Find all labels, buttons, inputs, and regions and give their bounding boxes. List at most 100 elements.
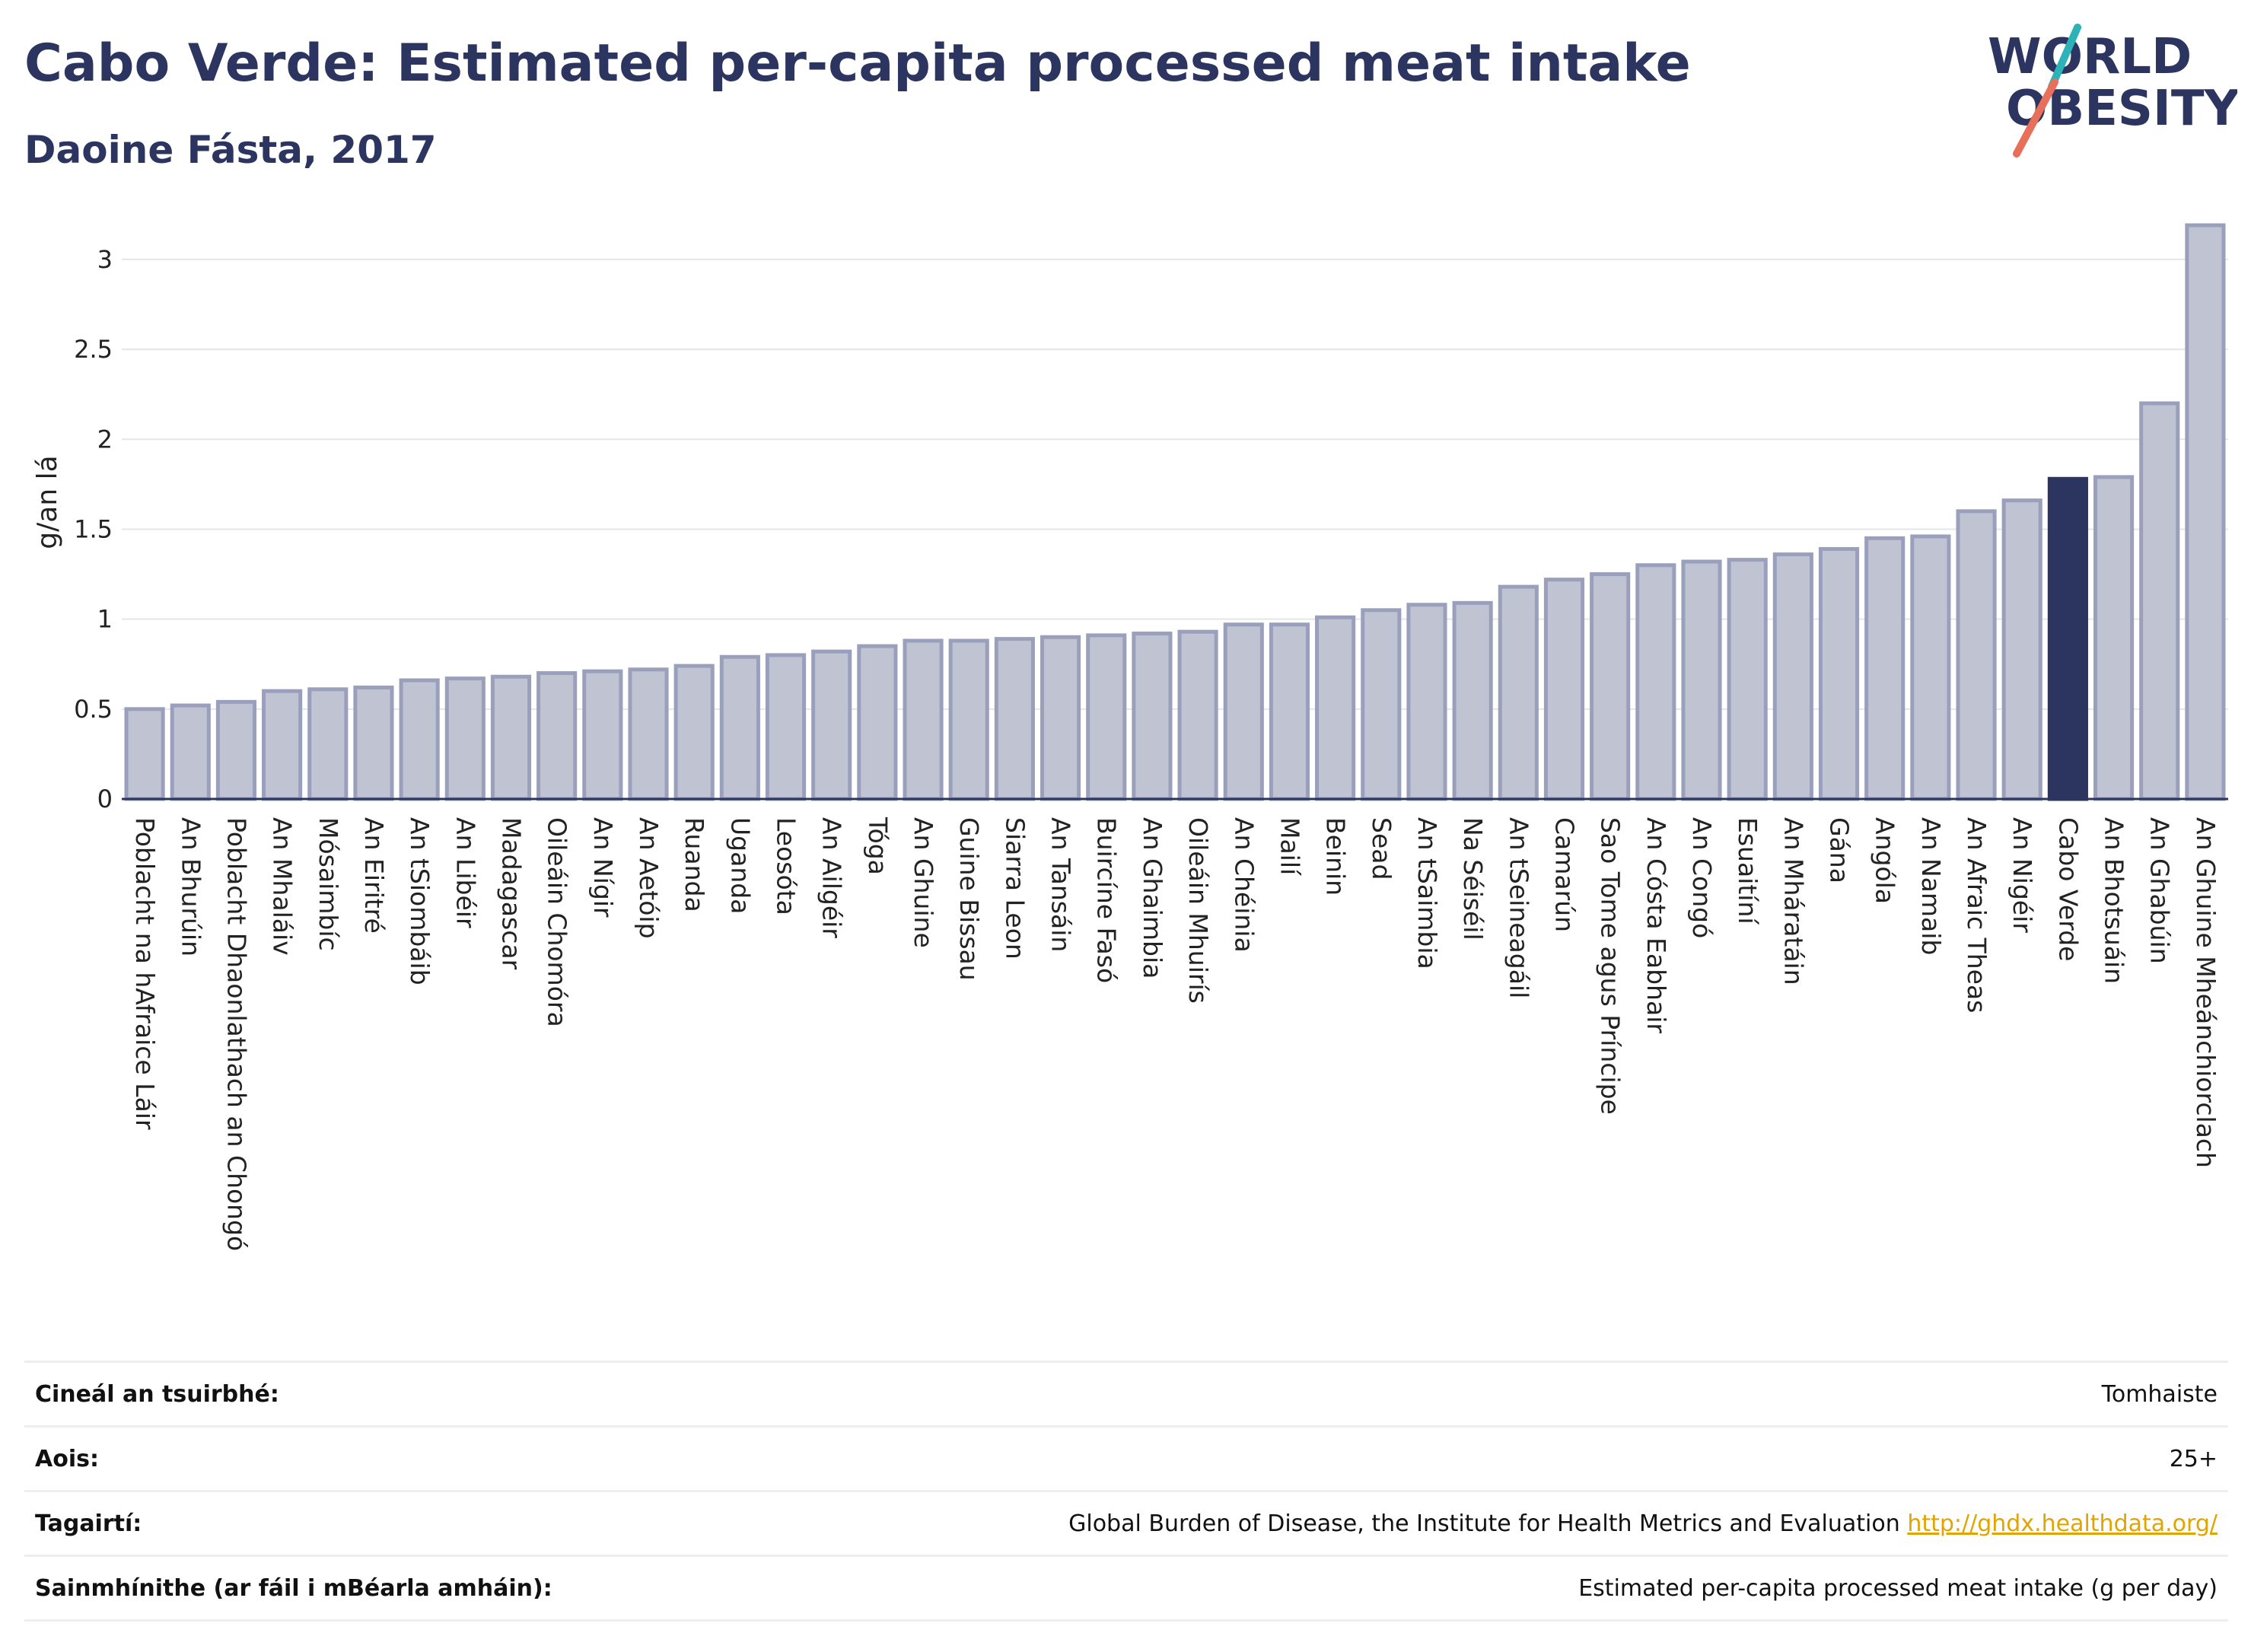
bar[interactable] bbox=[582, 669, 623, 801]
bar[interactable] bbox=[1635, 563, 1676, 801]
bar[interactable] bbox=[490, 674, 532, 801]
bar[interactable] bbox=[1956, 509, 1997, 801]
x-tick-label: Siarra Leon bbox=[1000, 817, 1030, 960]
bar-highlight[interactable] bbox=[2047, 476, 2088, 801]
x-tick-label: An Ghaimbia bbox=[1138, 817, 1167, 979]
bar[interactable] bbox=[1910, 534, 1951, 801]
metadata-key: Cineál an tsuirbhé: bbox=[35, 1380, 279, 1408]
bar[interactable] bbox=[2185, 223, 2226, 801]
bar[interactable] bbox=[1772, 552, 1813, 801]
bar[interactable] bbox=[1498, 584, 1539, 801]
y-tick-labels: 0 0.5 1 1.5 2 2.5 3 bbox=[74, 245, 113, 813]
bar[interactable] bbox=[765, 653, 807, 801]
x-tick-label: Mailí bbox=[1275, 817, 1304, 877]
x-tick-label: Angóla bbox=[1871, 817, 1900, 904]
bar[interactable] bbox=[1040, 635, 1081, 801]
bar[interactable] bbox=[170, 703, 211, 801]
bar[interactable] bbox=[1543, 578, 1585, 801]
x-tick-label: An Ailgéir bbox=[817, 817, 847, 938]
metadata-value-text: Tomhaiste bbox=[2101, 1380, 2218, 1408]
logo-slash-teal bbox=[2048, 24, 2081, 91]
bar[interactable] bbox=[811, 649, 852, 801]
bar[interactable] bbox=[1452, 600, 1493, 801]
bar[interactable] bbox=[307, 687, 349, 801]
bar[interactable] bbox=[1406, 603, 1447, 801]
x-tick-label: Madagascar bbox=[496, 817, 526, 970]
x-tick-label: An Tansáin bbox=[1046, 817, 1076, 952]
bar[interactable] bbox=[1818, 546, 1860, 801]
x-tick-label: An Nígir bbox=[588, 817, 618, 918]
bar[interactable] bbox=[2139, 401, 2180, 801]
x-tick-label: Oileáin Chomóra bbox=[543, 817, 572, 1027]
bar[interactable] bbox=[536, 671, 578, 801]
bar[interactable] bbox=[2093, 475, 2135, 801]
bar[interactable] bbox=[1727, 558, 1768, 801]
x-tick-label: Sead bbox=[1367, 817, 1396, 880]
bar[interactable] bbox=[215, 699, 257, 801]
x-tick-label: An Mháratáin bbox=[1778, 817, 1808, 985]
bar[interactable] bbox=[1132, 632, 1173, 801]
bar[interactable] bbox=[1086, 633, 1127, 801]
bar[interactable] bbox=[903, 638, 944, 801]
y-tick-label: 1 bbox=[97, 605, 113, 634]
x-tick-label: An Chéinia bbox=[1229, 817, 1259, 953]
bar[interactable] bbox=[1177, 629, 1218, 801]
bar[interactable] bbox=[1315, 615, 1356, 801]
x-tick-label: An Libéir bbox=[451, 817, 480, 928]
x-tick-label: Ruanda bbox=[680, 817, 709, 912]
bar[interactable] bbox=[1590, 572, 1631, 801]
bar-chart: 0 0.5 1 1.5 2 2.5 3 Poblacht na hAfraice Láir A… bbox=[32, 223, 2228, 1251]
metadata-value: Global Burden of Disease, the Institute … bbox=[1068, 1510, 2228, 1537]
x-tick-label: An Nigéir bbox=[2007, 817, 2037, 933]
bar[interactable] bbox=[399, 678, 440, 801]
logo-line1: WORLD bbox=[1988, 29, 2192, 85]
x-tick-label: Guine Bissau bbox=[954, 817, 984, 981]
bar[interactable] bbox=[444, 676, 486, 801]
x-tick-label: An Eiritré bbox=[359, 817, 389, 934]
bar[interactable] bbox=[353, 685, 394, 801]
bar[interactable] bbox=[1864, 536, 1906, 801]
x-tick-label: An tSaimbia bbox=[1412, 817, 1442, 969]
x-tick-label: An Namaib bbox=[1916, 817, 1946, 955]
bar[interactable] bbox=[994, 637, 1035, 801]
x-tick-label: Poblacht na hAfraice Láir bbox=[130, 817, 160, 1130]
x-tick-labels: Poblacht na hAfraice Láir An Bhurúin Pobla… bbox=[130, 816, 2221, 1251]
bar[interactable] bbox=[2001, 498, 2042, 801]
x-tick-label: Buircíne Fasó bbox=[1092, 817, 1122, 983]
metadata-key: Aois: bbox=[35, 1445, 99, 1472]
x-tick-label: An Cósta Eabhair bbox=[1641, 817, 1671, 1033]
x-tick-label: Gána bbox=[1825, 817, 1855, 883]
x-tick-label: Camarún bbox=[1549, 817, 1579, 932]
bar[interactable] bbox=[628, 667, 669, 801]
x-tick-label: Oileáin Mhuirís bbox=[1183, 817, 1213, 1004]
bar[interactable] bbox=[1223, 622, 1264, 801]
y-tick-label: 2.5 bbox=[74, 335, 113, 364]
x-tick-label: An Afraic Theas bbox=[1962, 817, 1992, 1013]
x-tick-label: Esuaitíní bbox=[1733, 817, 1762, 925]
metadata-row: Aois: 25+ bbox=[24, 1425, 2228, 1490]
bar[interactable] bbox=[948, 638, 989, 801]
chart-subtitle: Daoine Fásta, 2017 bbox=[24, 128, 437, 172]
bar[interactable] bbox=[262, 689, 303, 801]
metadata-value-text: 25+ bbox=[2169, 1445, 2218, 1472]
metadata-row: Cineál an tsuirbhé: Tomhaiste bbox=[24, 1361, 2228, 1425]
bar[interactable] bbox=[1361, 608, 1402, 801]
world-obesity-logo: WORLD OBESITY bbox=[1988, 24, 2237, 158]
metadata-value: Tomhaiste bbox=[2102, 1381, 2228, 1408]
bar[interactable] bbox=[124, 707, 165, 801]
x-tick-label: An tSeineagáil bbox=[1504, 817, 1533, 998]
bar[interactable] bbox=[1681, 559, 1722, 801]
y-tick-label: 0.5 bbox=[74, 695, 113, 724]
reference-link[interactable]: http://ghdx.healthdata.org/ bbox=[1907, 1510, 2218, 1537]
x-tick-label: An Bhurúin bbox=[176, 817, 205, 957]
x-tick-label: An Ghabúin bbox=[2145, 817, 2175, 964]
bar[interactable] bbox=[857, 644, 898, 801]
metadata-key: Tagairtí: bbox=[35, 1510, 142, 1537]
bar[interactable] bbox=[673, 664, 715, 801]
x-tick-label: An Mhaláiv bbox=[268, 817, 298, 956]
logo-slash-coral bbox=[2013, 78, 2058, 158]
x-tick-label: Sao Tome agus Príncipe bbox=[1596, 817, 1625, 1115]
y-axis-label: g/an lá bbox=[32, 455, 63, 549]
bar[interactable] bbox=[1269, 622, 1310, 801]
bar[interactable] bbox=[719, 654, 760, 801]
